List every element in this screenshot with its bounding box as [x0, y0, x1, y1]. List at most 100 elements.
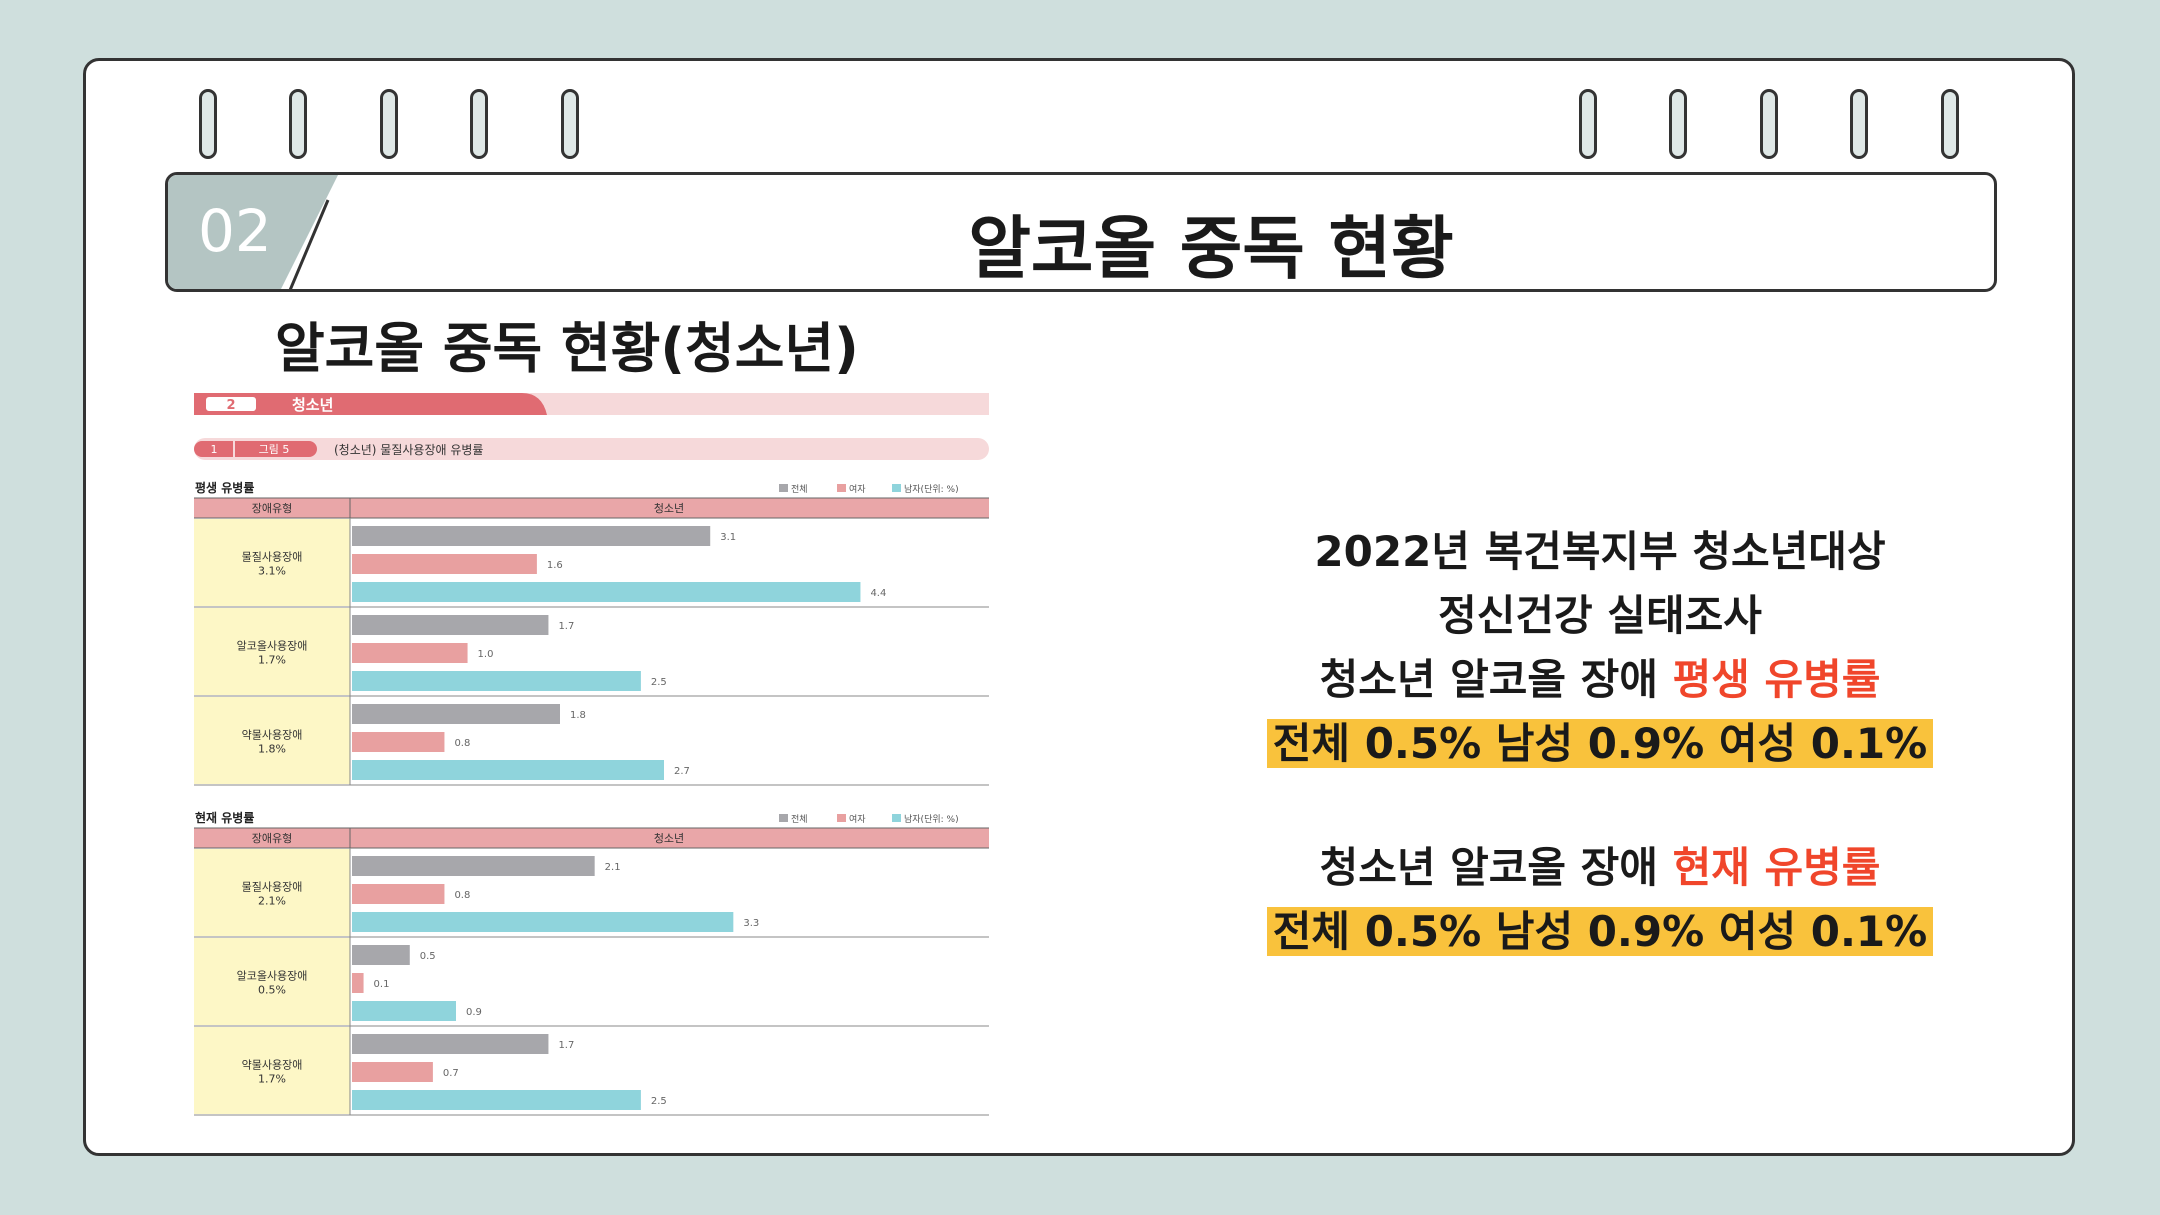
bar-남자	[352, 582, 861, 602]
section-banner	[194, 393, 547, 415]
bar-전체	[352, 704, 560, 724]
bar-남자	[352, 760, 664, 780]
category-total: 1.7%	[258, 1073, 286, 1086]
legend-label: 여자	[849, 813, 866, 825]
binder-ring	[1941, 89, 1959, 159]
bar-value-label: 0.9	[466, 1007, 482, 1018]
binder-ring	[470, 89, 488, 159]
legend-label: 남자(단위: %)	[904, 814, 959, 825]
bar-value-label: 2.1	[605, 862, 621, 873]
survey-title: 2022년 복건복지부 청소년대상	[1314, 527, 1886, 576]
bar-전체	[352, 526, 711, 546]
bar-value-label: 2.5	[651, 1096, 667, 1107]
column-header-group: 청소년	[654, 832, 684, 845]
section-num-box	[206, 397, 256, 411]
figure-title: (청소년) 물질사용장애 유병률	[334, 443, 483, 457]
binder-ring	[561, 89, 579, 159]
bar-남자	[352, 671, 641, 691]
number-tab	[168, 175, 338, 289]
bar-여자	[352, 1062, 433, 1082]
figure-label: 그림 5	[259, 443, 290, 456]
lifetime-heading: 청소년 알코올 장애 평생 유병률	[1319, 655, 1881, 704]
table-header-bg	[194, 498, 989, 518]
slide-title: 알코올 중독 현황	[968, 210, 1454, 289]
column-header-type: 장애유형	[252, 502, 292, 515]
bar-남자	[352, 1001, 456, 1021]
binder-ring	[380, 89, 398, 159]
section-title: 청소년	[292, 396, 333, 414]
bar-value-label: 1.0	[478, 649, 494, 660]
bar-value-label: 1.8	[570, 710, 586, 721]
bar-value-label: 0.1	[374, 979, 390, 990]
slide-header: 02 알코올 중독 현황	[165, 172, 1997, 292]
table-header-bg	[194, 828, 989, 848]
slide-number: 02	[198, 197, 272, 265]
legend-swatch	[837, 484, 846, 492]
category-label: 알코올사용장애	[237, 969, 308, 983]
row-label-bg	[194, 519, 350, 606]
prevalence-chart: 2 청소년 1 그림 5 (청소년) 물질사용장애 유병률 평생 유병률 전체 여자…	[194, 393, 989, 1116]
binder-ring	[1669, 89, 1687, 159]
bar-전체	[352, 615, 549, 635]
category-total: 3.1%	[258, 565, 286, 578]
legend-label: 여자	[849, 483, 866, 495]
current-heading: 청소년 알코올 장애 현재 유병률	[1319, 843, 1881, 892]
category-label: 물질사용장애	[242, 551, 303, 564]
bar-value-label: 1.6	[547, 560, 563, 571]
bar-여자	[352, 554, 537, 574]
legend-label: 전체	[791, 814, 808, 825]
bar-value-label: 2.7	[674, 766, 690, 777]
bar-value-label: 1.7	[558, 621, 574, 632]
bar-남자	[352, 1090, 641, 1110]
legend-label: 전체	[791, 484, 808, 495]
bar-여자	[352, 884, 445, 904]
legend-swatch	[779, 484, 788, 492]
lifetime-keyword: 평생 유병률	[1672, 655, 1881, 704]
figure-index: 1	[211, 443, 218, 456]
binder-ring	[1760, 89, 1778, 159]
row-label-bg	[194, 1027, 350, 1114]
category-label: 알코올사용장애	[237, 639, 308, 653]
row-label-bg	[194, 849, 350, 936]
bar-전체	[352, 856, 595, 876]
bar-value-label: 2.5	[651, 677, 667, 688]
legend-swatch	[892, 814, 901, 822]
bar-전체	[352, 945, 410, 965]
bar-전체	[352, 1034, 549, 1054]
category-label: 약물사용장애	[242, 1058, 303, 1072]
bar-여자	[352, 973, 364, 993]
bar-여자	[352, 643, 468, 663]
survey-subtitle: 정신건강 실태조사	[1438, 591, 1762, 640]
bar-value-label: 0.5	[420, 951, 436, 962]
lifetime-values: 전체 0.5% 남성 0.9% 여성 0.1%	[1190, 712, 2010, 776]
binder-ring	[1579, 89, 1597, 159]
column-header-type: 장애유형	[252, 832, 292, 845]
figure-label-pill	[194, 441, 317, 457]
category-total: 1.8%	[258, 743, 286, 756]
category-total: 1.7%	[258, 654, 286, 667]
slide-subtitle: 알코올 중독 현황(청소년)	[275, 317, 859, 380]
current-keyword: 현재 유병률	[1672, 843, 1881, 892]
bar-value-label: 3.3	[743, 918, 759, 929]
bar-남자	[352, 912, 734, 932]
category-total: 0.5%	[258, 984, 286, 997]
bar-여자	[352, 732, 445, 752]
binder-ring	[289, 89, 307, 159]
legend-swatch	[779, 814, 788, 822]
binder-ring	[1850, 89, 1868, 159]
bar-value-label: 4.4	[870, 588, 886, 599]
section-num: 2	[226, 398, 235, 413]
category-label: 약물사용장애	[242, 728, 303, 742]
row-label-bg	[194, 938, 350, 1025]
figure-image: 2 청소년 1 그림 5 (청소년) 물질사용장애 유병률 평생 유병률 전체 여자…	[192, 388, 992, 1128]
figure-caption-bar	[194, 438, 989, 460]
summary-text: 2022년 복건복지부 청소년대상 정신건강 실태조사 청소년 알코올 장애 평…	[1190, 520, 2010, 964]
row-label-bg	[194, 608, 350, 695]
legend-swatch	[892, 484, 901, 492]
legend-label: 남자(단위: %)	[904, 484, 959, 495]
legend-swatch	[837, 814, 846, 822]
bar-value-label: 0.7	[443, 1068, 459, 1079]
binder-ring	[199, 89, 217, 159]
bar-value-label: 3.1	[720, 532, 736, 543]
column-header-group: 청소년	[654, 502, 684, 515]
